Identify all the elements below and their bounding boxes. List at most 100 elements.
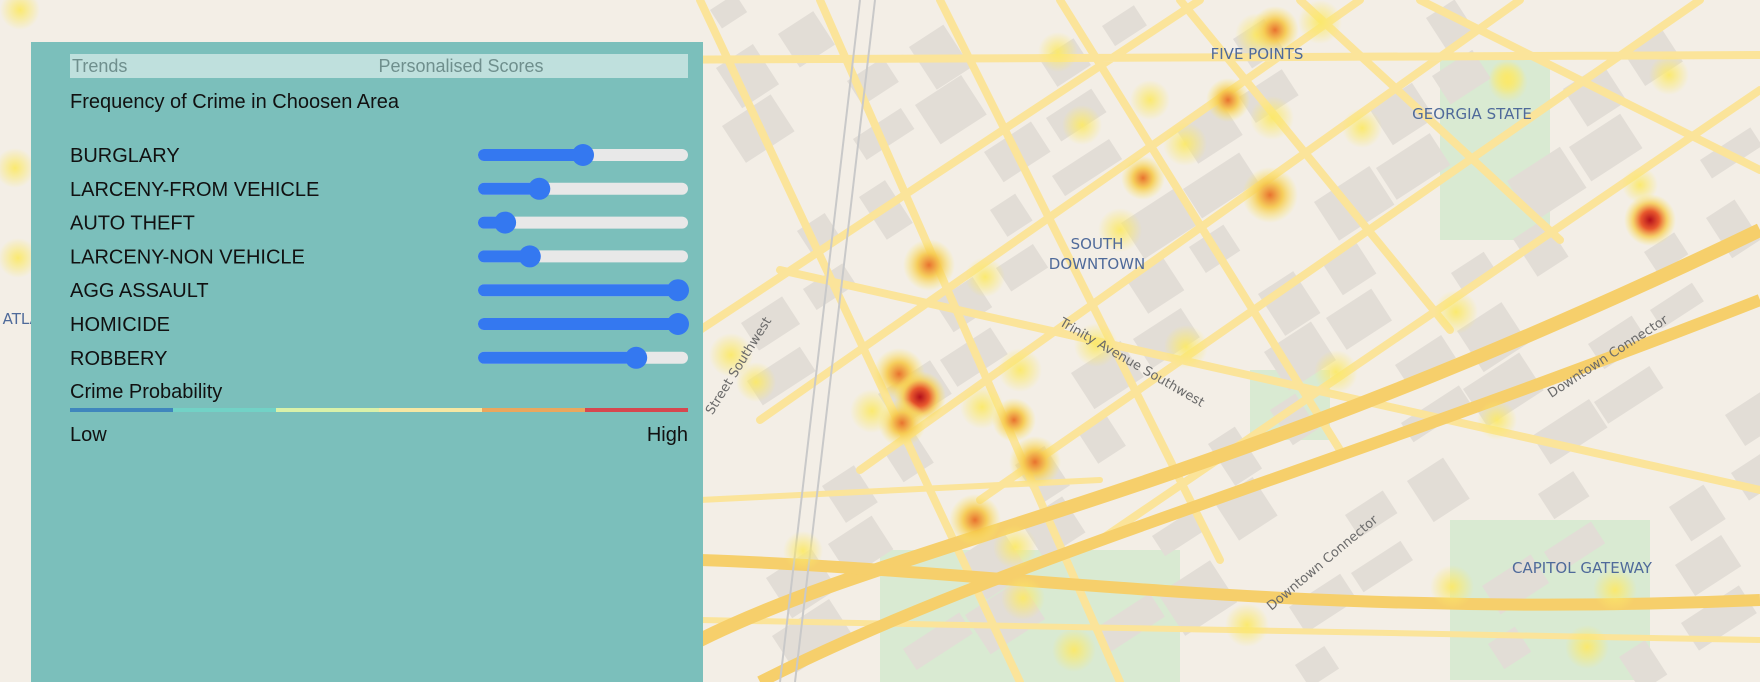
heat-spot [850,389,894,433]
building [1724,379,1760,447]
building [1258,271,1321,336]
roads [596,0,1760,682]
legend-title: Crime Probability [70,381,222,403]
slider-knob[interactable] [667,279,689,302]
slider-knob[interactable] [572,144,594,166]
building [1538,471,1590,520]
heat-spot [1225,603,1269,647]
slider-label: AUTO THEFT [70,213,195,235]
heat-spot [736,362,776,402]
building [1650,282,1704,329]
heat-spot [1130,80,1170,120]
legend-low: Low [70,424,107,446]
legend-segment [482,408,585,412]
slider-knob[interactable] [518,245,541,268]
map-label: FIVE POINTS [1211,45,1304,63]
heat-spot [965,257,1005,297]
building [1313,166,1395,241]
building [1513,218,1569,277]
control-panel: Trends Personalised Scores Frequency of Cr… [31,42,703,682]
tab-bar [70,54,688,78]
slider-fill [478,250,530,263]
heat-spot [709,333,753,377]
building [1593,366,1664,424]
heat-spot [1250,96,1294,140]
building [1152,509,1206,557]
legend-high: High [647,424,688,446]
building [1102,5,1147,47]
map-label: GEORGIA STATE [1412,105,1532,123]
heat-spot [903,239,955,291]
heat-spot [1565,625,1609,669]
building [1183,152,1259,219]
heat-spot [1121,156,1165,200]
slider-knob[interactable] [667,313,689,335]
building [710,0,748,29]
heat-spot [1009,436,1061,488]
building [1407,457,1470,523]
building [1395,335,1456,388]
heat-spot [1163,122,1207,166]
building [1127,257,1185,314]
heat-spot [1098,208,1142,252]
heat-spot [1062,105,1102,145]
building [741,296,801,351]
slider-label: LARCENY-FROM VEHICLE [70,179,319,201]
building [1674,535,1742,597]
building [1052,138,1123,197]
slider-label: HOMICIDE [70,314,170,336]
building [797,213,841,256]
slider-knob[interactable] [528,177,551,200]
tab[interactable]: Personalised Scores [378,56,543,76]
building [1351,540,1414,593]
building [1096,593,1165,652]
slider-fill [478,284,678,297]
slider-label: AGG ASSAULT [70,280,209,302]
heat-spot [993,525,1037,569]
slider-label: LARCENY-NON VEHICLE [70,246,305,268]
legend-segment [585,408,688,412]
building [1619,640,1668,682]
building [1345,490,1398,538]
legend-segment [70,408,173,412]
slider-fill [478,351,637,364]
heat-spot [1593,568,1637,612]
heat-spot [0,0,40,30]
heat-spot [949,494,1001,546]
tab[interactable]: Trends [72,56,127,76]
map-label: CAPITOL GATEWAY [1512,559,1653,577]
heat-spot [1052,628,1096,672]
slider-label: BURGLARY [70,145,180,167]
building [915,75,987,145]
building [1431,49,1491,105]
building [1263,321,1337,391]
building [778,11,836,68]
building [1668,484,1726,542]
heat-spot [1251,6,1299,54]
building [1543,521,1606,574]
heat-spot [1298,0,1342,44]
building [1326,288,1392,350]
heat-spot [1434,290,1478,334]
heat-spot [1342,108,1382,148]
heat-spot [1489,59,1525,95]
legend-segment [173,408,276,412]
slider-label: ROBBERY [70,348,167,370]
heat-spot [1649,55,1689,95]
heat-spot [783,531,823,571]
heat-spot [1074,323,1118,367]
slider-fill [478,318,678,330]
heat-spot [1430,565,1474,609]
slider-track[interactable] [478,216,688,229]
building [1270,393,1319,446]
panel-heading: Frequency of Crime in Choosen Area [70,91,400,113]
building [1644,232,1689,274]
heat-spot [0,148,35,188]
building [1370,82,1435,146]
building [1295,645,1340,682]
slider-knob[interactable] [494,211,517,234]
building [1507,146,1587,223]
heat-spot [1164,325,1208,369]
slider-knob[interactable] [625,346,648,369]
